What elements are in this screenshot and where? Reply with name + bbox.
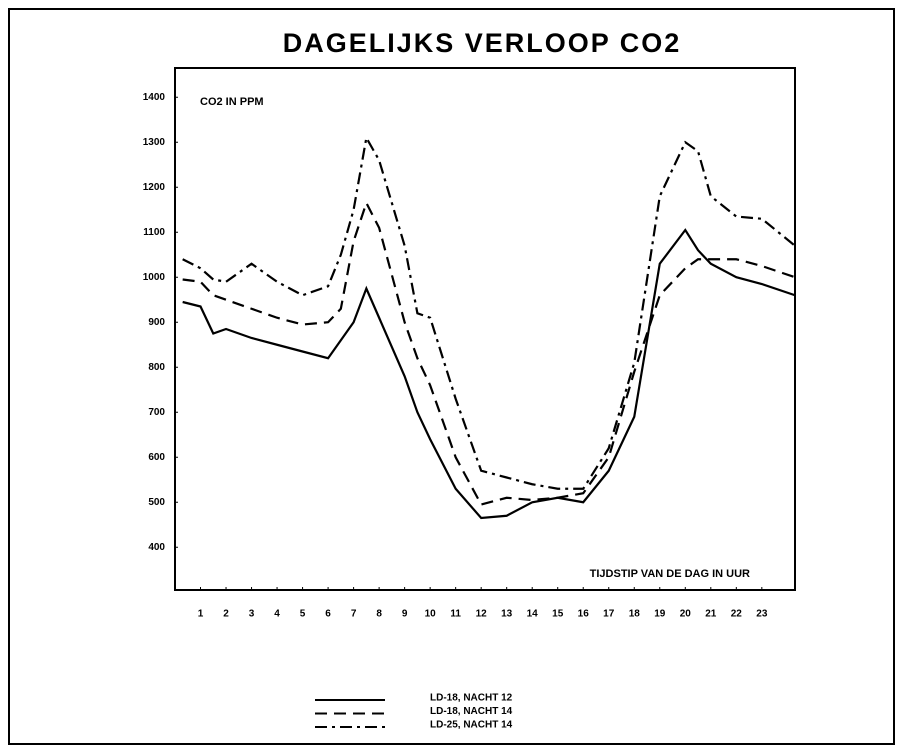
- x-tick-label: 8: [376, 609, 382, 620]
- x-axis-label: TIJDSTIP VAN DE DAG IN UUR: [590, 568, 750, 580]
- y-tick-label: 900: [148, 317, 165, 328]
- y-axis-label: CO2 IN PPM: [200, 96, 264, 108]
- x-tick-label: 9: [402, 609, 408, 620]
- x-tick-label: 21: [705, 609, 717, 620]
- y-tick-label: 400: [148, 542, 165, 553]
- y-tick-label: 1400: [143, 92, 166, 103]
- x-tick-label: 10: [425, 609, 437, 620]
- y-tick-label: 500: [148, 497, 165, 508]
- x-tick-label: 18: [629, 609, 641, 620]
- x-tick-label: 3: [249, 609, 255, 620]
- x-tick-label: 6: [325, 609, 331, 620]
- x-tick-label: 22: [731, 609, 743, 620]
- x-tick-label: 19: [654, 609, 666, 620]
- x-tick-label: 23: [756, 609, 768, 620]
- series-line: [182, 228, 796, 520]
- y-tick-label: 800: [148, 362, 165, 373]
- x-tick-label: 13: [501, 609, 513, 620]
- series-line: [182, 200, 796, 506]
- y-tick-label: 600: [148, 452, 165, 463]
- x-tick-label: 2: [223, 609, 229, 620]
- y-tick-label: 1200: [143, 182, 166, 193]
- x-tick-label: 7: [351, 609, 357, 620]
- y-tick-label: 1100: [143, 227, 165, 238]
- legend-label: LD-25, NACHT 14: [430, 720, 513, 731]
- y-tick-label: 700: [148, 407, 165, 418]
- x-tick-label: 15: [552, 609, 564, 620]
- x-tick-label: 12: [476, 609, 488, 620]
- legend-label: LD-18, NACHT 12: [430, 693, 513, 704]
- y-tick-label: 1000: [143, 272, 166, 283]
- x-tick-label: 5: [300, 609, 306, 620]
- x-tick-label: 20: [680, 609, 692, 620]
- series-line: [182, 134, 796, 490]
- chart-title: DAGELIJKS VERLOOP CO2: [283, 28, 682, 58]
- x-tick-label: 16: [578, 609, 590, 620]
- plot-area: [174, 67, 796, 591]
- x-tick-label: 11: [450, 609, 461, 620]
- x-tick-label: 14: [527, 609, 539, 620]
- y-tick-label: 1300: [143, 137, 166, 148]
- legend-label: LD-18, NACHT 14: [430, 706, 513, 717]
- x-tick-label: 1: [198, 609, 204, 620]
- x-tick-label: 17: [603, 609, 615, 620]
- frame: [8, 8, 895, 745]
- x-tick-label: 4: [274, 609, 280, 620]
